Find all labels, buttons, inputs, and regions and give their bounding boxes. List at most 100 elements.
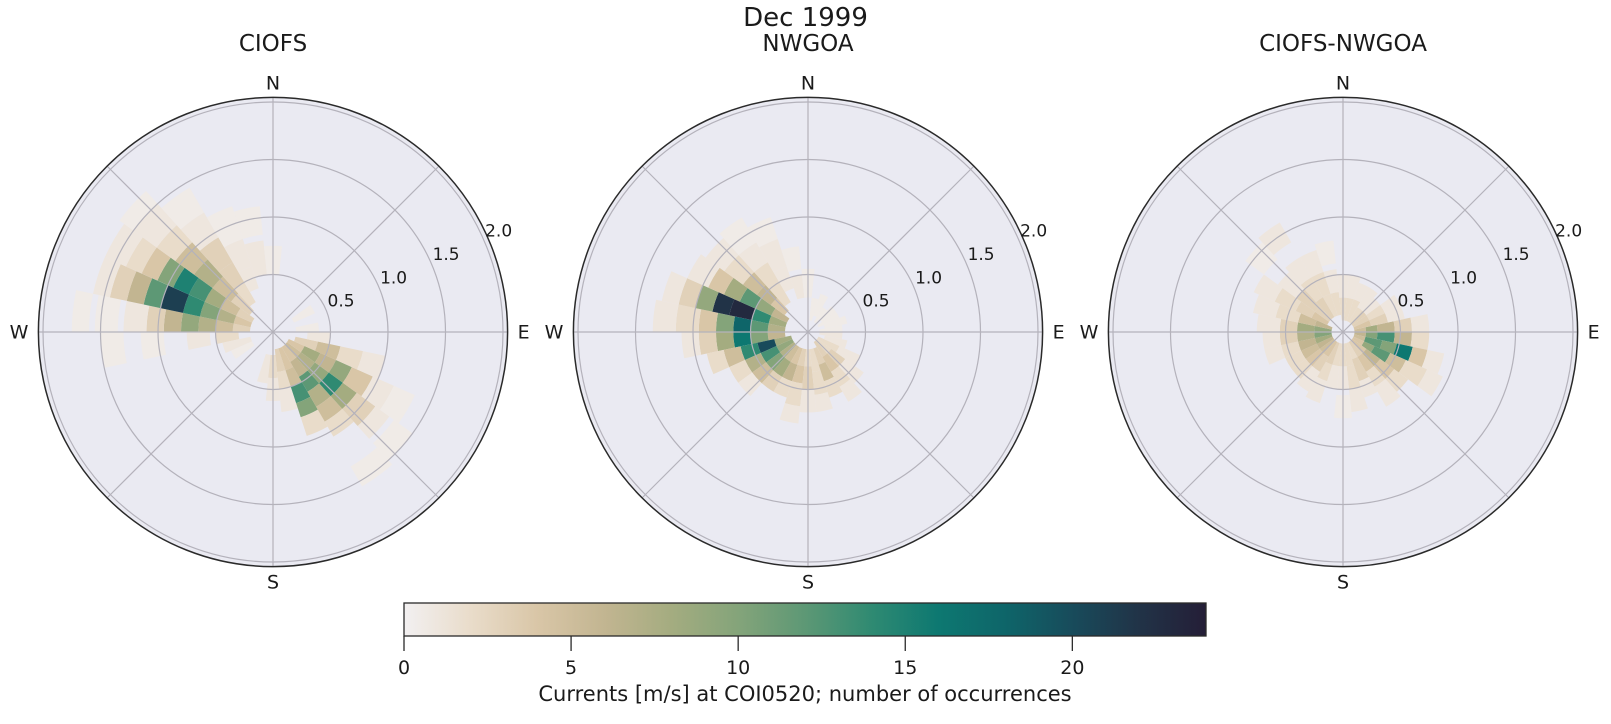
histogram-cell	[342, 367, 373, 397]
histogram-cell	[336, 346, 363, 370]
histogram-cell	[233, 206, 263, 240]
histogram-cell	[140, 332, 167, 360]
histogram-cell	[661, 271, 688, 305]
histogram-cell	[818, 361, 834, 382]
histogram-cell	[279, 386, 298, 413]
histogram-cell	[1317, 361, 1333, 382]
histogram-cell	[1348, 340, 1363, 357]
histogram-cells	[1245, 222, 1445, 419]
histogram-cell	[373, 419, 413, 461]
histogram-cell	[755, 298, 776, 316]
radial-tick-label: 0.5	[1398, 292, 1425, 312]
histogram-cell	[1314, 320, 1333, 330]
histogram-cells	[652, 217, 864, 424]
histogram-cell	[809, 297, 819, 322]
histogram-cell	[1296, 289, 1320, 312]
histogram-cell	[1351, 356, 1369, 382]
histogram-cell	[230, 341, 255, 360]
radial-tick-label: 1.0	[1450, 268, 1477, 288]
histogram-cell	[160, 285, 189, 313]
histogram-cell	[244, 240, 267, 278]
histogram-cell	[752, 362, 774, 384]
angle-grid-line	[106, 165, 274, 333]
histogram-cell	[328, 360, 352, 383]
histogram-cell	[224, 239, 252, 273]
radial-tick-label: 1.0	[380, 268, 407, 288]
histogram-cell	[1325, 341, 1340, 365]
histogram-cell	[723, 346, 745, 368]
histogram-cell	[180, 212, 219, 251]
histogram-cell	[216, 308, 237, 324]
histogram-cell	[319, 372, 343, 397]
histogram-cell	[767, 323, 786, 332]
histogram-cell	[1373, 359, 1395, 379]
histogram-cell	[1314, 332, 1332, 338]
histogram-cell	[1291, 359, 1313, 379]
subplot-title-nwgoa: NWGOA	[762, 31, 854, 57]
histogram-cell	[819, 332, 843, 340]
histogram-cell	[357, 351, 386, 379]
compass-label-s: S	[1337, 572, 1349, 594]
compass-label-e: E	[1588, 322, 1600, 344]
histogram-cell	[1366, 366, 1386, 387]
histogram-cell	[234, 282, 256, 307]
colorbar-tick-label: 15	[893, 657, 917, 679]
histogram-cell	[199, 237, 233, 273]
histogram-cell	[823, 376, 843, 398]
radial-tick-label: 1.5	[433, 245, 460, 265]
histogram-cell	[1314, 334, 1333, 344]
histogram-cell	[141, 247, 171, 281]
histogram-cell	[1316, 297, 1335, 320]
histogram-cell	[285, 366, 302, 387]
polar-plot-1	[37, 96, 509, 568]
radial-tick-label: 1.5	[968, 245, 995, 265]
histogram-cell	[1322, 293, 1338, 318]
histogram-cell	[774, 335, 793, 347]
histogram-cell	[838, 359, 864, 384]
histogram-cell	[698, 332, 719, 355]
histogram-cell	[1256, 314, 1282, 332]
histogram-cell	[1348, 307, 1363, 324]
histogram-cell	[756, 285, 778, 305]
histogram-cell	[760, 346, 781, 363]
histogram-cell	[1376, 332, 1395, 343]
histogram-cell	[706, 349, 730, 375]
histogram-cell	[817, 336, 840, 353]
histogram-cell	[1295, 301, 1316, 318]
histogram-cell	[133, 203, 177, 248]
histogram-cell	[1325, 364, 1340, 390]
histogram-cell	[1319, 338, 1336, 354]
histogram-cell	[1353, 282, 1369, 303]
colorbar-label: Currents [m/s] at COI0520; number of occ…	[538, 682, 1072, 706]
compass-label-n: N	[801, 72, 815, 94]
compass-label-s: S	[267, 572, 279, 594]
histogram-cell	[1346, 364, 1361, 390]
compass-label-s: S	[802, 572, 814, 594]
histogram-cell	[1350, 338, 1367, 354]
histogram-cell	[220, 298, 241, 316]
histogram-cell	[712, 292, 735, 316]
histogram-cell	[739, 288, 762, 309]
histogram-cell	[281, 344, 297, 362]
histogram-cell	[1362, 348, 1381, 367]
compass-label-n: N	[266, 72, 280, 94]
histogram-cell	[1298, 337, 1317, 351]
histogram-cell	[296, 352, 315, 371]
histogram-cell	[231, 293, 254, 316]
histogram-cell	[716, 312, 735, 332]
histogram-cell	[379, 385, 415, 424]
histogram-cell	[723, 277, 748, 302]
histogram-cell	[780, 342, 797, 358]
histogram-cell	[740, 342, 761, 361]
histogram-cell	[813, 340, 828, 357]
histogram-cell	[652, 299, 679, 332]
histogram-cell	[198, 316, 217, 332]
histogram-cell	[747, 217, 778, 248]
histogram-cell	[782, 361, 798, 382]
histogram-cell	[236, 308, 255, 323]
histogram-cell	[738, 242, 768, 273]
histogram-cell	[295, 322, 319, 332]
histogram-cell	[199, 301, 221, 321]
histogram-cell	[215, 320, 234, 332]
histogram-cell	[1354, 332, 1366, 337]
